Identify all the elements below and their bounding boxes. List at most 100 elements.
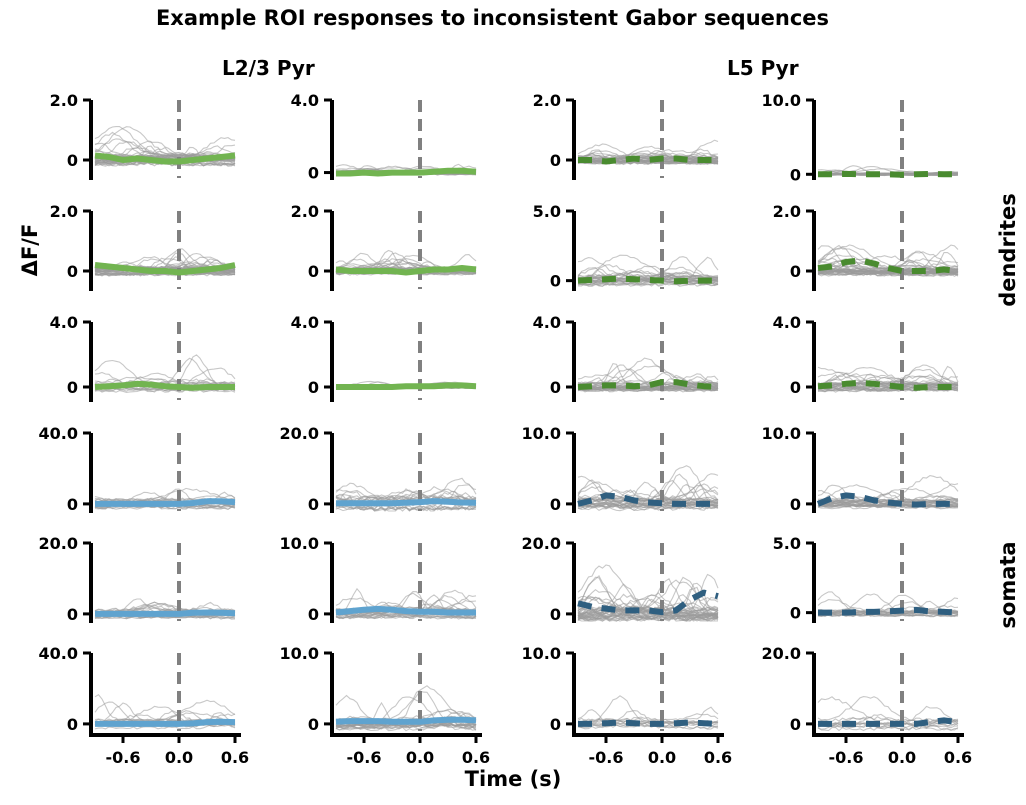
roi-trace [817,385,959,392]
y-tick-label: 0 [308,378,319,397]
roi-trace [577,267,719,282]
mean-trace [336,498,477,507]
panel-r0-c0: 02.0 [50,91,236,180]
roi-trace [817,499,959,505]
panel-r1-c0: 02.0 [50,202,236,291]
panel-r1-c3: 02.0 [773,202,959,291]
x-axis-label: Time (s) [464,767,562,791]
roi-trace [577,498,719,505]
roi-trace [577,576,719,622]
roi-trace [94,152,236,158]
roi-trace [577,272,719,279]
x-tick-label: 0.0 [648,748,676,767]
panel-r5-c2: 0 10.0 -0.6 0.0 0.6 [522,644,733,767]
y-tick-label: 0 [550,715,561,734]
roi-trace [818,601,958,614]
roi-trace [577,609,719,621]
mean-trace [95,498,236,507]
mean-trace [94,262,236,276]
mean-trace [335,716,477,725]
roi-trace [817,257,959,277]
roi-trace [817,696,959,722]
column-title-l23: L2/3 Pyr [222,56,315,80]
panel-r1-c2: 05.0 [533,202,719,291]
roi-trace [577,721,719,728]
roi-trace [94,378,236,392]
y-tick-label: 10.0 [762,91,801,110]
figure-title: Example ROI responses to inconsistent Ga… [155,6,830,30]
y-tick-label: 2.0 [773,202,801,221]
y-tick-label: 10.0 [280,644,319,663]
panel-r3-c3: 010.0 [762,424,959,514]
y-tick-label: 0 [67,378,78,397]
y-tick-label: 0 [790,495,801,514]
panel-r3-c0: 040.0 [39,424,236,514]
y-tick-label: 0 [790,715,801,734]
roi-trace [577,268,719,280]
roi-trace [817,611,959,615]
y-tick-label: 4.0 [50,313,78,332]
roi-trace [94,613,236,619]
mean-trace [577,589,719,616]
roi-trace [817,257,959,277]
roi-trace [577,357,719,385]
y-tick-label: 10.0 [522,644,561,663]
roi-trace [817,613,959,618]
y-tick-label: 4.0 [533,313,561,332]
panel-r2-c1: 04.0 [291,313,477,402]
mean-trace [95,718,236,727]
roi-trace [817,720,959,726]
y-tick-label: 0 [790,378,801,397]
y-tick-label: 2.0 [533,91,561,110]
y-tick-label: 20.0 [522,534,561,553]
panel-r4-c3: 05.0 [773,534,959,623]
roi-trace [577,154,719,158]
roi-trace [817,713,959,729]
x-tick-label: 0.6 [462,748,490,767]
y-tick-label: 20.0 [762,644,801,663]
y-tick-label: 10.0 [522,424,561,443]
roi-trace [577,499,719,507]
roi-trace [817,385,959,390]
y-tick-label: 0 [308,605,319,624]
roi-trace [817,705,959,729]
roi-trace [577,722,719,727]
roi-trace [94,270,236,276]
mean-trace [816,492,958,508]
roi-trace [817,173,959,176]
panel-r1-c1: 02.0 [291,202,477,291]
x-tick-label: 0.0 [888,748,916,767]
x-tick-label: 0.0 [165,748,193,767]
roi-trace [817,374,958,388]
y-tick-label: 2.0 [50,91,78,110]
panel-r2-c0: 04.0 [50,313,236,402]
y-tick-label: 10.0 [280,534,319,553]
panel-r0-c3: 010.0 [762,91,959,184]
roi-trace [817,374,959,388]
roi-trace [577,382,719,388]
roi-trace [577,710,719,730]
y-tick-label: 0 [550,151,561,170]
panel-r2-c3: 04.0 [773,313,959,402]
y-tick-label: 0 [67,151,78,170]
panel-r5-c1: 0 10.0 -0.6 0.0 0.6 [280,644,491,767]
y-tick-label: 4.0 [291,313,319,332]
y-tick-label: 4.0 [773,313,801,332]
mean-trace [336,167,477,177]
roi-trace [335,715,477,731]
roi-trace [577,494,718,512]
roi-trace [577,473,719,509]
roi-trace [817,483,959,503]
column-title-l5: L5 Pyr [727,56,799,80]
mean-trace [94,380,235,391]
roi-trace [577,716,719,724]
y-tick-label: 10.0 [762,424,801,443]
x-tick-label: 0.0 [406,748,434,767]
roi-trace [577,155,719,162]
roi-trace [577,382,719,392]
roi-trace [577,483,719,509]
panel-r2-c2: 04.0 [533,313,719,402]
x-tick-label: -0.6 [589,748,624,767]
mean-trace [94,152,236,165]
